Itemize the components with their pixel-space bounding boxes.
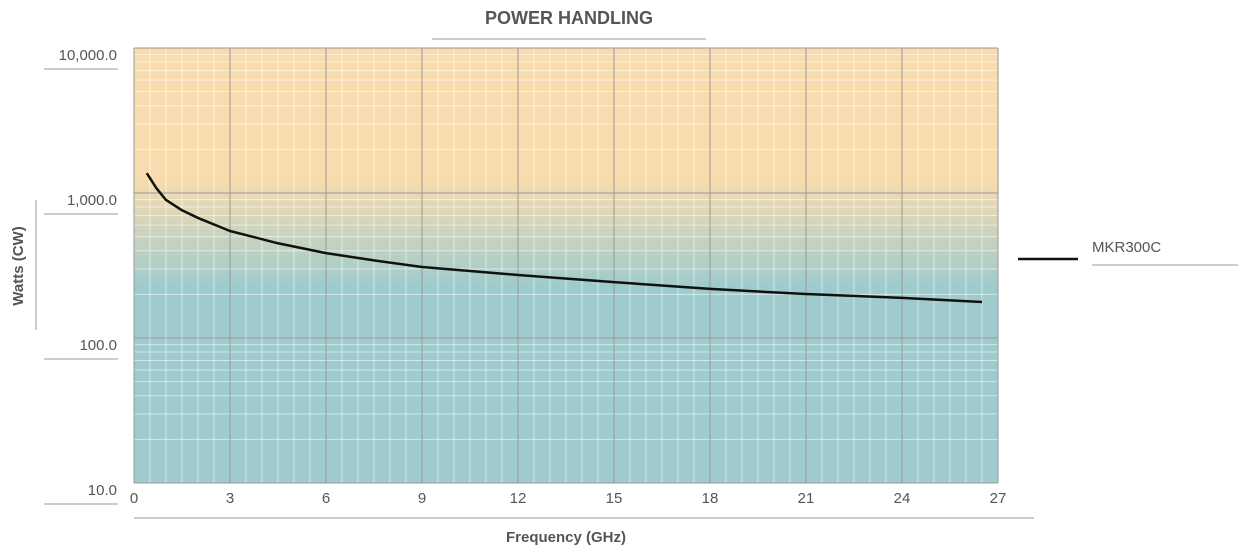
x-tick-label: 0 — [130, 490, 138, 507]
y-tick-label: 10.0 — [88, 482, 117, 499]
y-axis-label: Watts (CW) — [10, 226, 27, 305]
x-tick-label: 24 — [894, 490, 911, 507]
y-tick-label: 1,000.0 — [67, 192, 117, 209]
x-tick-label: 27 — [990, 490, 1007, 507]
y-tick-label: 100.0 — [79, 337, 117, 354]
x-tick-label: 18 — [702, 490, 719, 507]
plot-area — [133, 47, 999, 484]
y-tick-label: 10,000.0 — [59, 47, 117, 64]
x-tick-label: 12 — [510, 490, 527, 507]
x-tick-label: 21 — [798, 490, 815, 507]
x-tick-label: 6 — [322, 490, 330, 507]
chart-title: POWER HANDLING — [485, 8, 653, 28]
series-line — [145, 172, 983, 304]
legend-label: MKR300C — [1092, 239, 1161, 256]
x-axis-label: Frequency (GHz) — [506, 529, 626, 546]
x-tick-label: 15 — [606, 490, 623, 507]
x-tick-label: 9 — [418, 490, 426, 507]
x-tick-label: 3 — [226, 490, 234, 507]
